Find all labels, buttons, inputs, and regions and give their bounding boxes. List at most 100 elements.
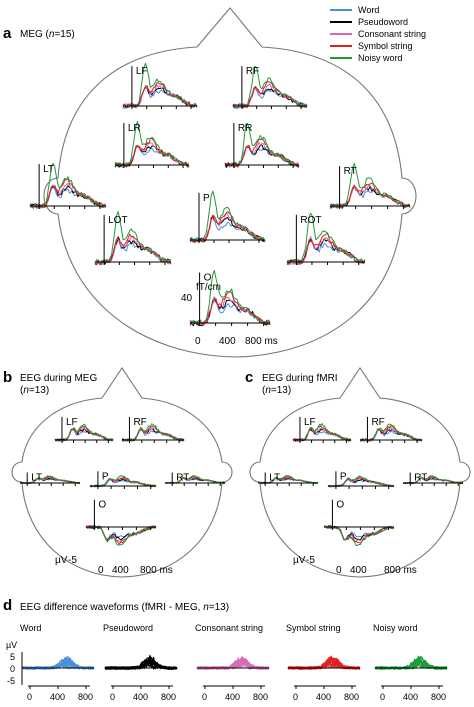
panel-c-time-0: 0 xyxy=(336,565,342,576)
sensor-o-plot: O xyxy=(85,499,157,546)
panel-d-cond-4-label: Noisy word xyxy=(373,623,418,633)
sensor-rot-trace-4 xyxy=(286,212,366,265)
sensor-o-plot: O xyxy=(323,499,395,547)
legend-noisy-label: Noisy word xyxy=(358,53,403,63)
panel-c-scale-value: -5 xyxy=(306,555,315,566)
sensor-o-trace-3 xyxy=(85,525,157,545)
sensor-rf-trace-2 xyxy=(232,83,308,109)
sensor-lt-plot: LT xyxy=(257,472,319,486)
sensor-rf-plot: RF xyxy=(359,416,423,443)
panel-c-scale-unit: µV xyxy=(293,555,306,566)
sensor-rt-trace-4 xyxy=(329,162,411,209)
sensor-o-trace-1 xyxy=(85,525,157,541)
sensor-lr-plot: LR xyxy=(114,120,190,168)
diff-plot-1-xtick-label: 0 xyxy=(110,692,115,702)
sensor-label-rt: RT xyxy=(176,473,189,484)
sensor-rr-trace-2 xyxy=(224,141,300,168)
sensor-o-trace-4 xyxy=(189,269,271,325)
sensor-rr-plot: RR xyxy=(224,123,300,168)
sensor-p-trace-2 xyxy=(189,213,266,243)
panel-d-ytick-5: 5 xyxy=(10,652,15,662)
diff-plot-4-xtick-label: 400 xyxy=(403,692,418,702)
sensor-label-lf: LF xyxy=(66,417,78,428)
sensor-p-plot: P xyxy=(327,471,395,489)
sensor-o-trace-2 xyxy=(324,525,395,542)
sensor-label-lf: LF xyxy=(304,417,316,428)
diff-plot-2-xtick-label: 400 xyxy=(225,692,240,702)
sensor-label-lt: LT xyxy=(269,473,280,484)
legend-symbol-label: Symbol string xyxy=(358,41,413,51)
diff-plot-4: 0 400 800 xyxy=(374,655,448,702)
panel-b-time-0: 0 xyxy=(98,565,104,576)
panel-a-time-400: 400 xyxy=(219,336,236,347)
diff-plot-3-xtick-label: 400 xyxy=(316,692,331,702)
diff-plot-0-xtick-label: 0 xyxy=(27,692,32,702)
sensor-label-lr: LR xyxy=(128,123,141,134)
sensor-lf-trace-4 xyxy=(292,423,352,442)
diff-plot-2-xtick-label: 800 xyxy=(253,692,268,702)
panel-a-scale-value: 40 xyxy=(181,293,193,304)
panel-d-letter: d xyxy=(3,597,12,614)
sensor-lf-plot: LF xyxy=(292,416,352,443)
sensor-o-plot: O xyxy=(189,269,271,327)
panel-c-time-800: 800 ms xyxy=(384,565,417,576)
diff-plot-0-xtick-label: 400 xyxy=(50,692,65,702)
sensor-o-trace-3 xyxy=(189,291,271,326)
sensor-rt-plot: RT xyxy=(329,162,411,209)
diff-plot-2-xtick-label: 0 xyxy=(202,692,207,702)
diff-plot-1: 0 400 800 xyxy=(104,654,178,702)
panel-d-ytick-minus5: -5 xyxy=(7,676,15,686)
sensor-label-rr: RR xyxy=(238,123,252,134)
sensor-label-p: P xyxy=(102,471,109,482)
panel-b-letter: b xyxy=(3,369,12,386)
panel-a-title: MEG (n=15) xyxy=(20,29,75,40)
panel-b-scale-value: -5 xyxy=(68,555,77,566)
sensor-label-lt: LT xyxy=(31,473,42,484)
panel-c-title-line1: EEG during fMRI xyxy=(262,373,338,384)
sensor-rt-trace-4 xyxy=(402,475,464,484)
sensor-label-rf: RF xyxy=(246,66,259,77)
sensor-label-lt: LT xyxy=(43,164,54,175)
panel-d-cond-1-label: Pseudoword xyxy=(103,623,153,633)
diff-plot-1-xtick-label: 400 xyxy=(133,692,148,702)
diff-plot-2: 0 400 800 xyxy=(196,656,270,702)
panel-a-time-0: 0 xyxy=(195,336,201,347)
diff-plot-4-xtick-label: 0 xyxy=(380,692,385,702)
sensor-label-lot: LOT xyxy=(108,215,127,226)
sensor-lf-plot: LF xyxy=(54,416,114,443)
panel-b-time-400: 400 xyxy=(112,565,129,576)
sensors-c: LF RF LT P RT O xyxy=(257,416,464,547)
sensor-rf-plot: RF xyxy=(232,66,308,109)
panel-b-title-line1: EEG during MEG xyxy=(20,373,97,384)
sensor-p-plot: P xyxy=(89,471,157,489)
panel-d-cond-2-label: Consonant string xyxy=(195,623,263,633)
sensor-rf-trace-4 xyxy=(359,423,423,442)
sensor-rt-plot: RT xyxy=(164,472,226,486)
sensor-p-trace-3 xyxy=(189,211,266,244)
diff-plot-0-subject-trace xyxy=(21,659,95,670)
sensor-label-rt: RT xyxy=(414,473,427,484)
head-outline-b xyxy=(11,367,233,578)
panel-d-cond-3-label: Symbol string xyxy=(286,623,341,633)
sensor-lr-trace-0 xyxy=(114,145,189,168)
sensor-rt-plot: RT xyxy=(402,472,464,486)
sensor-o-trace-1 xyxy=(189,297,271,327)
panel-d-ytick-0: 0 xyxy=(10,664,15,674)
sensor-p-trace-1 xyxy=(189,215,266,243)
sensor-label-p: P xyxy=(340,471,347,482)
legend-consonant-label: Consonant string xyxy=(358,29,426,39)
sensor-lt-trace-3 xyxy=(29,178,107,209)
diff-plot-3-xtick-label: 0 xyxy=(293,692,298,702)
sensor-rf-plot: RF xyxy=(121,416,185,443)
panel-b-scale-unit: µV xyxy=(55,555,68,566)
sensor-rot-trace-3 xyxy=(287,233,366,265)
sensor-lr-trace-4 xyxy=(114,120,190,168)
legend: Word Pseudoword Consonant string Symbol … xyxy=(330,5,426,63)
sensor-lt-plot: LT xyxy=(29,162,107,209)
sensors-b: LF RF LT P RT O xyxy=(19,416,226,546)
diff-plot-3: 0 400 800 xyxy=(287,655,361,702)
diff-plot-4-xtick-label: 800 xyxy=(431,692,446,702)
panel-a-time-800: 800 ms xyxy=(245,336,278,347)
head-outline-c xyxy=(249,367,471,578)
